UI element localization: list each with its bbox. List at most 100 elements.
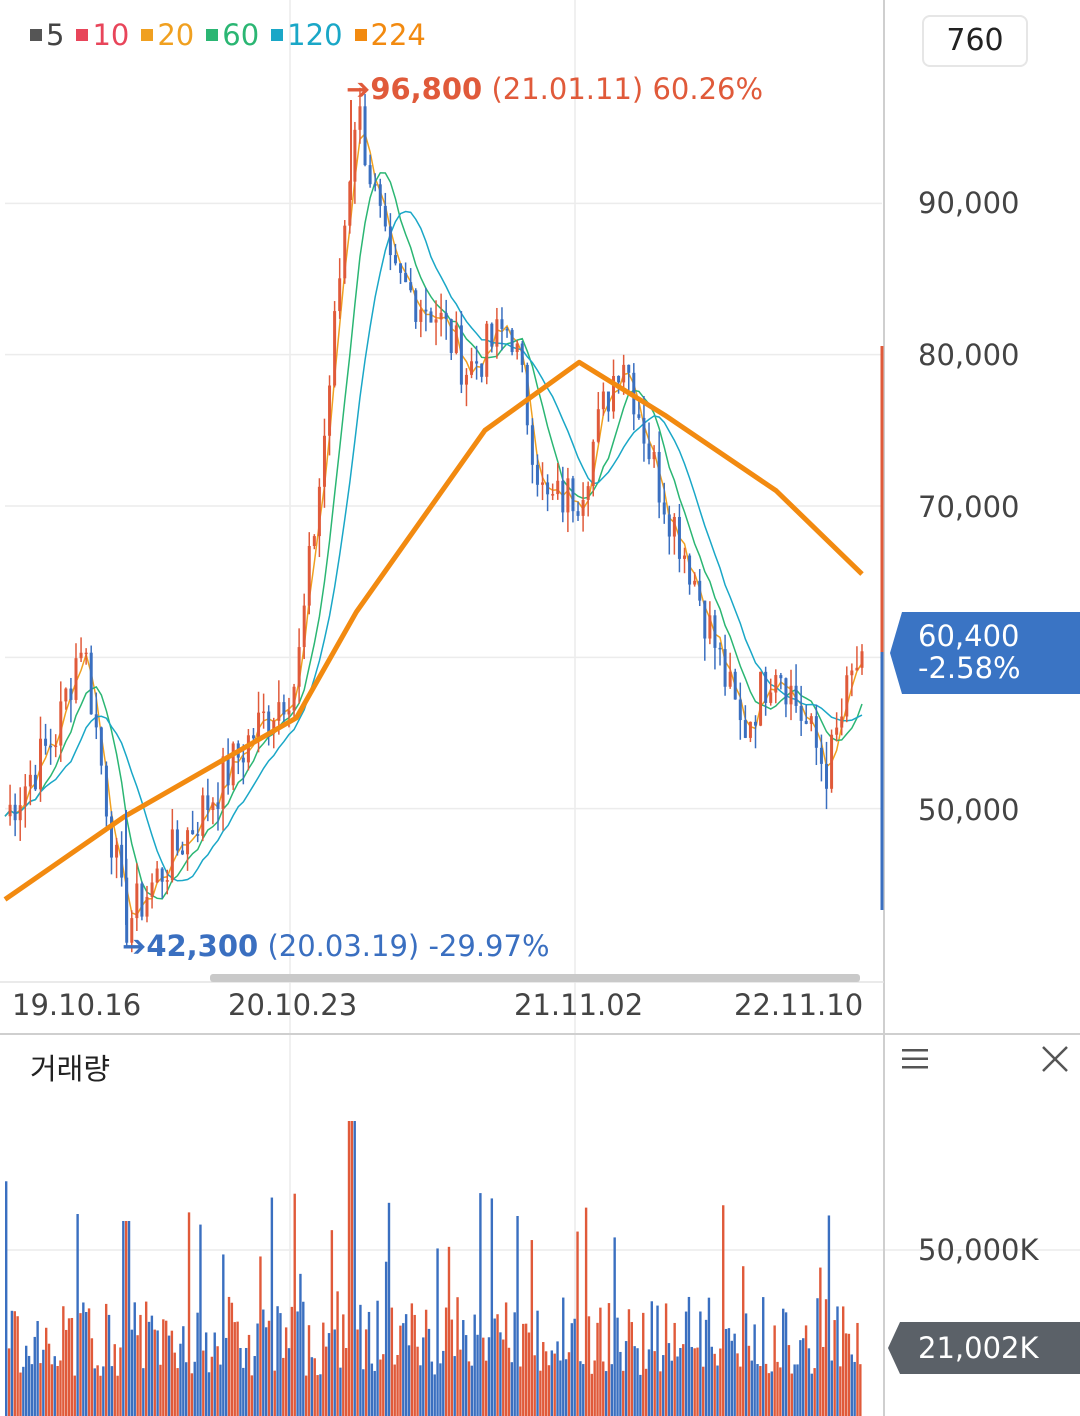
volume-bar (193, 1361, 196, 1416)
volume-bar (153, 1329, 156, 1416)
candle-body (779, 675, 783, 679)
candle-body (464, 374, 468, 385)
volume-bar (682, 1344, 685, 1416)
volume-bar (696, 1347, 699, 1416)
legend-label: 10 (92, 18, 130, 52)
volume-bar (413, 1314, 416, 1416)
candle-body (505, 328, 509, 331)
volume-bar (304, 1375, 308, 1416)
volume-bar (753, 1324, 756, 1416)
volume-bar (810, 1373, 813, 1416)
legend-item[interactable]: 10 (76, 18, 129, 52)
candle-body (429, 311, 433, 323)
volume-bar (762, 1297, 765, 1416)
volume-bar (599, 1307, 602, 1416)
volume-bar (287, 1348, 291, 1416)
legend-item[interactable]: 224 (354, 18, 426, 52)
volume-bar (419, 1365, 422, 1416)
candle-body (206, 795, 210, 811)
volume-bar (650, 1301, 654, 1416)
legend-label: 20 (157, 18, 195, 52)
volume-bar (30, 1364, 34, 1416)
volume-bar (64, 1329, 68, 1416)
legend-item[interactable]: 20 (141, 18, 194, 52)
candle-body (667, 514, 671, 537)
arrow-right-icon: ➔ (346, 72, 371, 106)
volume-bar (522, 1323, 525, 1416)
legend-item[interactable]: 120 (271, 18, 343, 52)
legend-item[interactable]: 60 (206, 18, 259, 52)
candle-body (622, 364, 626, 383)
candle-body (59, 701, 63, 746)
volume-bar (624, 1341, 628, 1416)
candle-count-button[interactable]: 760 (922, 15, 1028, 67)
candle-body (94, 714, 98, 728)
volume-bar (136, 1335, 139, 1416)
candle-body (378, 184, 382, 206)
low-date: (20.03.19) (267, 929, 420, 963)
volume-bar (84, 1312, 88, 1416)
volume-bar (327, 1333, 331, 1416)
candle-body (541, 482, 545, 485)
candle-body (388, 226, 392, 256)
volume-bar (856, 1322, 859, 1416)
candle-body (850, 670, 854, 676)
volume-bar (290, 1306, 294, 1416)
menu-icon[interactable] (900, 1046, 930, 1072)
volume-bar (279, 1313, 282, 1416)
candle-body (353, 129, 357, 182)
candle-body (677, 516, 681, 559)
x-tick-label: 22.11.10 (734, 988, 864, 1022)
ma20-line (4, 132, 863, 916)
volume-bar (799, 1340, 802, 1416)
candle-body (33, 774, 37, 790)
volume-bar (10, 1310, 14, 1416)
volume-bar (353, 1121, 356, 1416)
volume-bar (539, 1370, 542, 1416)
candle-body (581, 499, 585, 516)
volume-bar (664, 1303, 668, 1416)
candle-body (409, 282, 413, 291)
volume-bar (607, 1303, 611, 1416)
candle-body (165, 880, 169, 882)
volume-bar (333, 1329, 336, 1416)
volume-bar (79, 1313, 82, 1416)
candle-body (343, 225, 347, 279)
candle-body (322, 435, 326, 487)
candle-body (49, 745, 53, 748)
volume-bar (679, 1347, 682, 1416)
candle-body (28, 774, 32, 787)
volume-bar (767, 1373, 771, 1416)
candle-body (231, 743, 235, 786)
volume-bar (396, 1354, 399, 1416)
volume-bar (567, 1352, 571, 1416)
legend-item[interactable]: 5 (30, 18, 64, 52)
volume-bar (247, 1334, 251, 1416)
volume-bar (222, 1254, 225, 1416)
volume-bar (690, 1346, 693, 1416)
candle-body (186, 830, 190, 855)
volume-bar (462, 1320, 465, 1416)
volume-bar (184, 1362, 188, 1416)
scrollbar-thumb (210, 974, 860, 982)
volume-bar (250, 1375, 254, 1416)
volume-bar (296, 1311, 299, 1416)
candle-body (718, 647, 722, 650)
volume-bar (410, 1303, 414, 1416)
volume-bar (150, 1315, 154, 1416)
candle-body (774, 675, 778, 693)
candle-body (637, 414, 641, 418)
volume-bar (350, 1121, 354, 1416)
candle-body (241, 757, 245, 763)
menu-icon-glyph (902, 1049, 928, 1069)
volume-bar (813, 1368, 816, 1416)
volume-bar (776, 1361, 779, 1416)
volume-bar (213, 1332, 216, 1416)
volume-bar (507, 1347, 511, 1416)
volume-bar (104, 1303, 108, 1416)
close-icon[interactable] (1040, 1044, 1070, 1074)
candle-body (358, 106, 362, 130)
candle-body (201, 795, 205, 836)
y-tick-label: 90,000 (918, 186, 1020, 220)
